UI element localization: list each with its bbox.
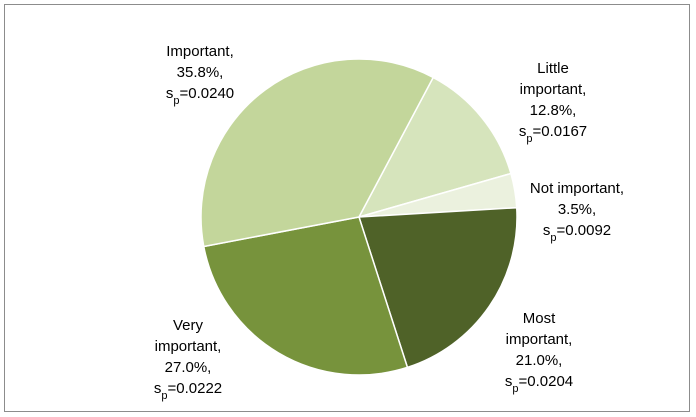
- slice-sp-label: sp=0.0222: [154, 380, 222, 402]
- slice-label-little-important: Little important, 12.8%, sp=0.0167: [519, 60, 587, 145]
- slice-label-line: 21.0%,: [516, 352, 563, 369]
- slice-label-line: 27.0%,: [165, 359, 212, 376]
- pie-slice-most-important: [357, 206, 518, 369]
- slice-label-not-important: Not important, 3.5%, sp=0.0092: [530, 180, 624, 244]
- slice-label-line: Most: [523, 310, 556, 327]
- slice-label-line: Important,: [166, 43, 234, 60]
- slice-sp-label: sp=0.0167: [519, 123, 587, 145]
- pie-slice-little-important: [357, 76, 512, 219]
- slice-sp-label: sp=0.0204: [505, 373, 573, 395]
- pie-slice-very-important: [202, 216, 409, 376]
- slice-label-line: 12.8%,: [530, 102, 577, 119]
- slice-label-most-important: Most important, 21.0%, sp=0.0204: [505, 310, 573, 395]
- slice-label-line: important,: [155, 338, 222, 355]
- slice-label-line: 3.5%,: [558, 201, 596, 218]
- slice-label-line: important,: [506, 331, 573, 348]
- pie-slice-important: [200, 58, 435, 248]
- slice-sp-label: sp=0.0240: [166, 85, 234, 107]
- slice-label-line: 35.8%,: [177, 64, 224, 81]
- slice-label-line: Little: [537, 60, 569, 77]
- slice-label-line: Not important,: [530, 180, 624, 197]
- slice-label-line: Very: [173, 317, 204, 334]
- slice-label-line: important,: [520, 81, 587, 98]
- slice-sp-label: sp=0.0092: [543, 222, 611, 244]
- slice-label-very-important: Very important, 27.0%, sp=0.0222: [154, 317, 222, 402]
- slice-label-important: Important, 35.8%, sp=0.0240: [166, 43, 234, 107]
